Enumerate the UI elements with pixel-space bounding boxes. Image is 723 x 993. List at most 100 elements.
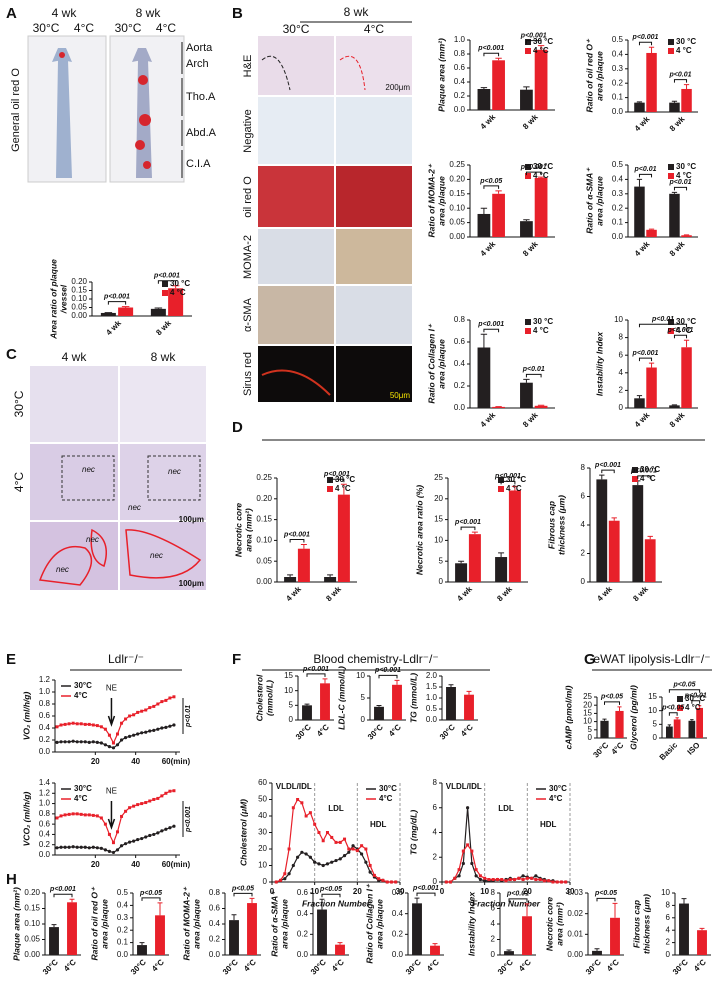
legend-label: 4°C <box>379 794 393 803</box>
annotation-arrow <box>107 801 116 830</box>
x-axis-label: Fraction Number <box>472 898 541 908</box>
data-point <box>103 743 108 747</box>
error-bar <box>466 690 472 695</box>
data-point <box>91 845 95 849</box>
x-tick-label: 30°C <box>671 957 690 976</box>
data-point <box>95 814 99 818</box>
p-value: p<0.001 <box>454 519 481 526</box>
error-bar <box>523 378 530 383</box>
y-tick-label: 10 <box>356 671 365 680</box>
y-tick-label: 0.00 <box>567 950 583 959</box>
y-tick-label: 0.2 <box>39 840 51 849</box>
data-point <box>555 880 559 884</box>
data-point <box>156 831 160 835</box>
y-tick-label: 10 <box>284 686 293 695</box>
bar <box>646 367 657 408</box>
data-point <box>144 708 148 712</box>
x-tick-label: 30 <box>566 887 575 896</box>
bar <box>150 308 166 316</box>
data-point <box>168 724 172 728</box>
legend-swatch <box>668 39 674 45</box>
y-axis-label: area /plaque <box>436 339 446 389</box>
y-tick-label: 10 <box>434 536 443 545</box>
data-point <box>59 723 63 727</box>
y-tick-label: 0.00 <box>24 950 40 959</box>
error-bar <box>636 395 643 399</box>
y-tick-label: 0.03 <box>567 888 583 897</box>
y-tick-label: 0 <box>263 877 268 886</box>
y-tick-label: 4 <box>581 520 586 529</box>
error-bar <box>602 718 607 721</box>
data-point <box>83 740 87 744</box>
y-tick-label: 8 <box>581 463 586 472</box>
error-bar <box>523 86 530 90</box>
data-point <box>63 845 67 849</box>
x-tick-label: 8 wk <box>668 114 687 133</box>
data-point <box>394 880 398 884</box>
y-tick-label: 0.05 <box>71 303 87 312</box>
data-point <box>470 849 474 853</box>
x-tick-label: 20 <box>353 887 362 896</box>
data-point <box>79 845 83 849</box>
x-tick-label: 8 wk <box>521 239 540 258</box>
y-tick-label: 0.6 <box>39 711 51 720</box>
y-tick-label: 0.8 <box>39 699 51 708</box>
y-tick-label: 0.05 <box>449 218 465 227</box>
data-point <box>483 879 487 883</box>
y-tick-label: 1.0 <box>454 35 466 44</box>
x-tick-label: 4 wk <box>479 112 498 131</box>
error-bar <box>495 190 502 194</box>
x-tick-label: 4°C <box>459 722 475 738</box>
data-point <box>103 822 107 826</box>
x-tick-label: 30°C <box>496 957 515 976</box>
error-bar <box>524 903 530 917</box>
data-point <box>364 847 368 851</box>
x-tick-label: 30°C <box>404 957 423 976</box>
y-tick-label: 0 <box>666 950 671 959</box>
data-point <box>136 837 140 842</box>
temp-label: 4°C <box>74 21 94 35</box>
y-tick-label: 0.8 <box>454 49 466 58</box>
y-axis-label: area /plaque <box>594 176 604 226</box>
y-tick-label: 0.2 <box>39 735 51 744</box>
data-point <box>291 863 295 868</box>
error-bar <box>139 942 145 946</box>
temp-label: 30°C <box>33 21 60 35</box>
p-bracket <box>638 357 653 362</box>
legend-swatch <box>677 696 683 702</box>
data-point <box>136 803 140 807</box>
region-label: VLDL/IDL <box>276 782 312 791</box>
y-tick-label: 0.0 <box>454 403 466 412</box>
x-tick-label: 8 wk <box>631 584 650 603</box>
y-tick-label: 0 <box>433 877 438 886</box>
y-tick-label: 15 <box>284 671 293 680</box>
p-bracket <box>107 301 127 305</box>
legend-swatch <box>525 319 531 325</box>
p-bracket <box>306 673 326 677</box>
legend-label: 4 °C <box>506 484 522 493</box>
bar <box>247 903 257 955</box>
data-point <box>63 813 67 817</box>
error-bar <box>327 574 334 578</box>
p-value: p<0.001 <box>477 321 504 328</box>
legend-swatch <box>327 486 333 492</box>
legend-label: 30 °C <box>533 317 553 326</box>
bar <box>137 945 147 955</box>
x-tick-label: 8 wk <box>495 584 514 603</box>
data-point <box>330 835 334 839</box>
p-value: p<0.01 <box>634 166 657 173</box>
p-bracket <box>157 280 177 284</box>
data-point <box>156 796 160 800</box>
y-tick-label: 0.1 <box>612 218 624 227</box>
y-tick-label: 15 <box>648 692 657 701</box>
y-tick-label: 60 <box>258 778 267 787</box>
legend-label: 4°C <box>74 794 88 803</box>
week-label: 8 wk <box>136 6 162 20</box>
data-point <box>83 845 87 849</box>
legend-label: 4 °C <box>640 474 656 483</box>
y-tick-label: 0.4 <box>117 901 129 910</box>
x-tick-label: 30°C <box>591 740 610 759</box>
x-tick-label: 20 <box>91 757 100 766</box>
data-point <box>338 857 342 861</box>
p-bracket <box>378 674 398 679</box>
